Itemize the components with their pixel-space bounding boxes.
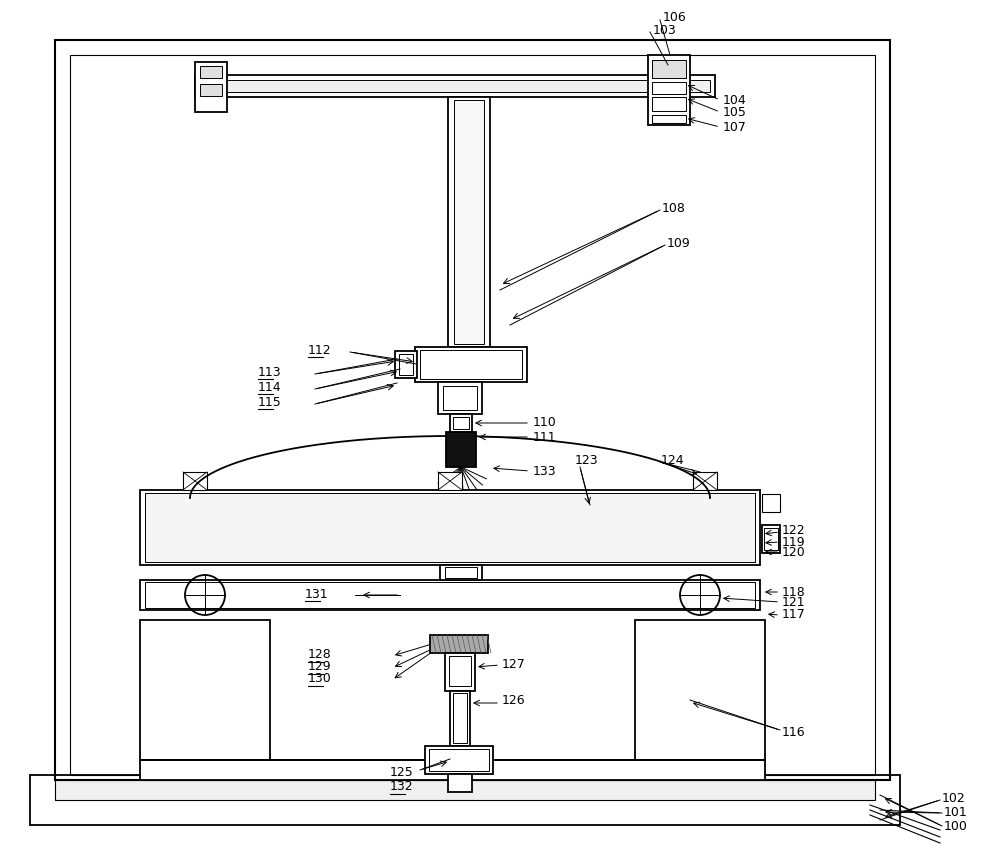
Bar (200, 80, 710, 92)
Bar (652, 82, 686, 94)
Text: 114: 114 (258, 380, 282, 393)
Bar (443, 386, 477, 410)
Text: 100: 100 (944, 819, 968, 833)
Text: 111: 111 (533, 430, 557, 443)
Bar (450, 691, 470, 746)
Bar (55, 780, 875, 800)
Bar (445, 653, 475, 691)
Bar (140, 760, 765, 780)
Text: 120: 120 (782, 546, 806, 559)
Bar (453, 417, 469, 429)
Bar (395, 351, 417, 378)
Bar (454, 100, 484, 344)
Text: 108: 108 (662, 201, 686, 215)
Text: 123: 123 (575, 453, 599, 466)
Text: 125: 125 (390, 766, 414, 779)
Bar (429, 749, 489, 771)
Bar (140, 490, 760, 565)
Text: 116: 116 (782, 726, 806, 739)
Text: 127: 127 (502, 657, 526, 671)
Bar (450, 414, 472, 432)
Bar (200, 84, 222, 96)
Bar (635, 620, 765, 760)
Bar (70, 55, 875, 775)
Bar (648, 55, 690, 125)
Text: 132: 132 (390, 780, 414, 794)
Bar (764, 528, 778, 550)
Text: 103: 103 (653, 24, 677, 37)
Bar (446, 432, 476, 467)
Bar (195, 62, 227, 112)
Text: 101: 101 (944, 806, 968, 818)
Text: 102: 102 (942, 791, 966, 805)
Bar (652, 115, 686, 123)
Text: 115: 115 (258, 396, 282, 408)
Bar (200, 66, 222, 78)
Bar (55, 40, 890, 780)
Bar (425, 746, 493, 774)
Bar (449, 656, 471, 686)
Text: 128: 128 (308, 649, 332, 661)
Text: 121: 121 (782, 595, 806, 609)
Text: 113: 113 (258, 366, 282, 379)
Bar (440, 565, 482, 580)
Text: 112: 112 (308, 344, 332, 357)
Text: 104: 104 (723, 93, 747, 106)
Bar (445, 567, 477, 578)
Text: 109: 109 (667, 237, 691, 250)
Text: 129: 129 (308, 661, 332, 673)
Text: 122: 122 (782, 524, 806, 537)
Text: 119: 119 (782, 536, 806, 548)
Bar (762, 494, 780, 512)
Bar (448, 97, 490, 347)
Text: 131: 131 (305, 588, 329, 600)
Text: 124: 124 (661, 453, 685, 466)
Text: 126: 126 (502, 694, 526, 707)
Text: 106: 106 (663, 10, 687, 24)
Bar (762, 525, 780, 553)
Bar (145, 493, 755, 562)
Bar (415, 347, 527, 382)
Bar (183, 472, 207, 490)
Bar (693, 472, 717, 490)
Text: 118: 118 (782, 586, 806, 599)
Bar (448, 774, 472, 792)
Bar (30, 775, 900, 825)
Bar (430, 635, 488, 653)
Bar (195, 75, 715, 97)
Text: 110: 110 (533, 415, 557, 429)
Bar (399, 354, 413, 375)
Text: 107: 107 (723, 121, 747, 133)
Bar (438, 382, 482, 414)
Bar (438, 472, 462, 490)
Text: 130: 130 (308, 672, 332, 685)
Bar (140, 580, 760, 610)
Bar (145, 582, 755, 608)
Bar (453, 693, 467, 743)
Bar (140, 620, 270, 760)
Text: 117: 117 (782, 609, 806, 621)
Bar (652, 60, 686, 78)
Text: 105: 105 (723, 105, 747, 119)
Bar (420, 350, 522, 379)
Text: 133: 133 (533, 464, 557, 477)
Bar (652, 97, 686, 111)
